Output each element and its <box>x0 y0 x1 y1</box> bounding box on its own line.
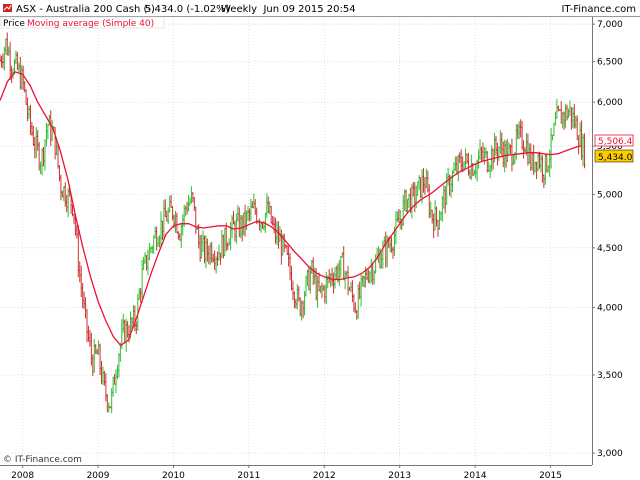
x-tick-label: 2014 <box>464 471 487 480</box>
quote-value: 5,434.0 (-1.02%) <box>145 4 230 15</box>
y-tick-label: 5,000 <box>597 190 623 200</box>
legend-box <box>0 16 165 29</box>
period-info: Weekly Jun 09 2015 20:54 <box>221 4 356 15</box>
header-bar <box>0 0 640 16</box>
y-tick-label: 3,000 <box>597 449 623 459</box>
instrument-title: ASX - Australia 200 Cash (-) <box>16 4 155 15</box>
y-tick-label: 6,500 <box>597 58 623 68</box>
legend-price: Price <box>3 19 25 29</box>
y-axis-labels: 3,000 3,500 4,000 4,500 5,000 5,500 6,000 6,500… <box>592 20 623 459</box>
moving-average-layer <box>0 71 581 347</box>
x-tick-label: 2011 <box>237 471 260 480</box>
ma-badge-value: 5,506.4 <box>598 137 633 147</box>
x-tick-label: 2012 <box>313 471 336 480</box>
last-badge-value: 5,434.0 <box>598 153 633 163</box>
ohlc-bar <box>583 133 586 169</box>
brand-label: IT-Finance.com <box>561 4 636 15</box>
plot-area <box>0 17 592 465</box>
y-tick-label: 6,000 <box>597 98 623 108</box>
legend-moving-average: Moving average (Simple 40) <box>27 19 154 29</box>
y-tick-label: 7,000 <box>597 20 623 30</box>
y-tick-label: 3,500 <box>597 371 623 381</box>
x-axis-labels: 2008 2009 2010 2011 2012 2013 2014 2015 <box>11 465 562 480</box>
y-tick-label: 4,500 <box>597 244 623 254</box>
last-price-badge: 5,434.0 <box>594 149 634 163</box>
y-tick-label: 4,000 <box>597 303 623 313</box>
header-icon-glyph <box>3 4 12 11</box>
moving-average-line <box>0 71 581 347</box>
x-tick-label: 2008 <box>11 471 34 480</box>
x-tick-label: 2010 <box>162 471 185 480</box>
x-tick-label: 2013 <box>388 471 411 480</box>
x-tick-label: 2009 <box>87 471 110 480</box>
x-tick-label: 2015 <box>539 471 562 480</box>
ma-price-badge: 5,506.4 <box>594 134 634 147</box>
y-tick-label: 5,500 <box>597 142 623 152</box>
copyright-watermark: © IT-Finance.com <box>3 455 82 465</box>
